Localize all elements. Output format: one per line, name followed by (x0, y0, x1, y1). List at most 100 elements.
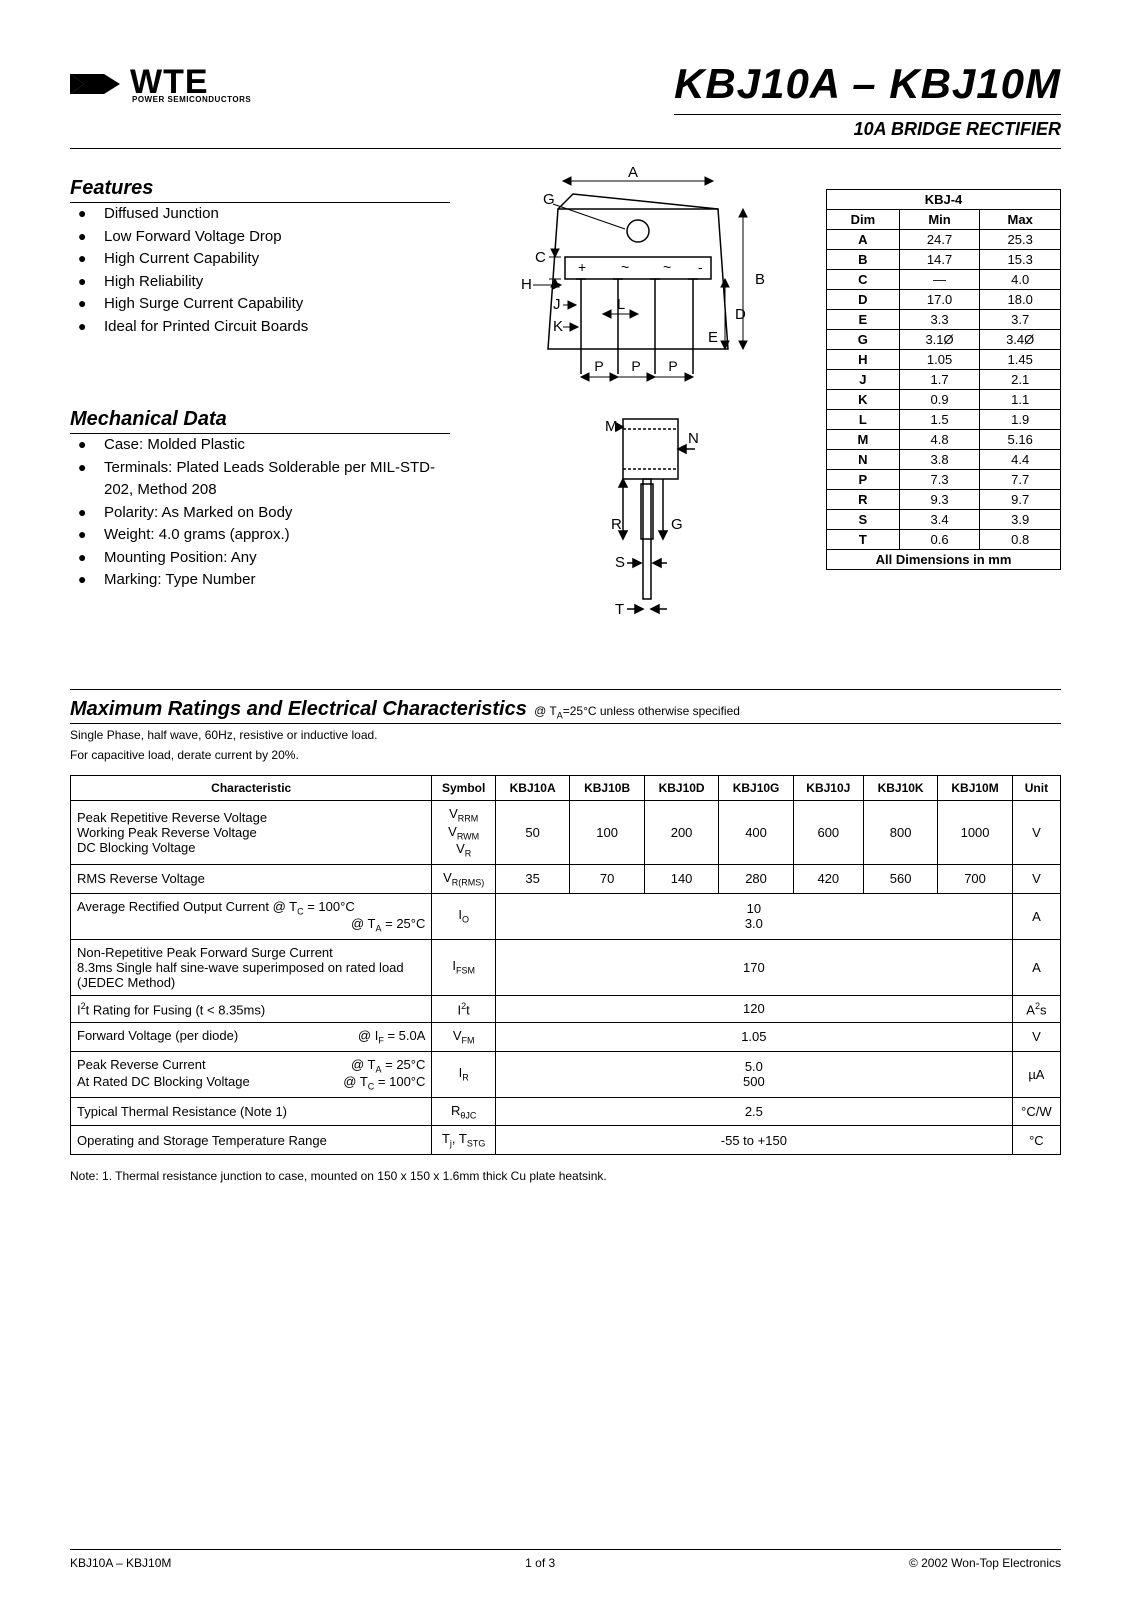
dim-table-cell: 3.4Ø (980, 330, 1061, 350)
char-cell-value: 600 (793, 801, 863, 865)
feature-item: Ideal for Printed Circuit Boards (78, 316, 450, 339)
feature-item: High Current Capability (78, 248, 450, 271)
char-cell-value: 50 (495, 801, 569, 865)
dim-table-cell: 24.7 (899, 230, 980, 250)
mechanical-item: Marking: Type Number (78, 569, 450, 592)
dim-table-cell: A (827, 230, 900, 250)
svg-text:P: P (668, 358, 677, 374)
max-ratings-heading: Maximum Ratings and Electrical Character… (70, 698, 527, 720)
mechanical-heading: Mechanical Data (70, 408, 450, 434)
char-cell-value: 170 (495, 939, 1012, 995)
char-cell-symbol: Tj, TSTG (432, 1126, 496, 1155)
char-cell-unit: µA (1012, 1051, 1060, 1097)
features-heading: Features (70, 177, 450, 203)
char-table-header: KBJ10G (719, 776, 793, 801)
footer-left: KBJ10A – KBJ10M (70, 1556, 171, 1570)
dim-table-cell: S (827, 510, 900, 530)
dim-table-cell: 17.0 (899, 290, 980, 310)
dim-table-cell: 18.0 (980, 290, 1061, 310)
char-cell-symbol: IR (432, 1051, 496, 1097)
char-cell-unit: A2s (1012, 995, 1060, 1022)
char-cell-unit: V (1012, 801, 1060, 865)
char-cell-symbol: IFSM (432, 939, 496, 995)
svg-text:S: S (615, 554, 625, 571)
dim-table-cell: K (827, 390, 900, 410)
dim-table-cell: C (827, 270, 900, 290)
dim-table-cell: B (827, 250, 900, 270)
char-cell-value: 560 (863, 864, 937, 893)
dim-table-header: Dim (827, 210, 900, 230)
mechanical-item: Weight: 4.0 grams (approx.) (78, 524, 450, 547)
dim-table-cell: 1.7 (899, 370, 980, 390)
dim-table-cell: 0.8 (980, 530, 1061, 550)
dim-table-cell: 4.0 (980, 270, 1061, 290)
title-rule (674, 114, 1061, 115)
feature-item: Diffused Junction (78, 203, 450, 226)
dim-table-cell: 14.7 (899, 250, 980, 270)
dim-table-cell: 3.9 (980, 510, 1061, 530)
dim-table-cell: 0.9 (899, 390, 980, 410)
dim-table-cell: 9.3 (899, 490, 980, 510)
char-cell-value: 800 (863, 801, 937, 865)
char-cell-value: 103.0 (495, 893, 1012, 939)
char-cell-symbol: VR(RMS) (432, 864, 496, 893)
char-table-header: KBJ10J (793, 776, 863, 801)
dim-table-cell: 3.7 (980, 310, 1061, 330)
char-cell-symbol: RθJC (432, 1097, 496, 1126)
title-block: KBJ10A – KBJ10M 10A BRIDGE RECTIFIER (674, 60, 1061, 140)
char-cell-value: 200 (644, 801, 718, 865)
dim-table-cell: M (827, 430, 900, 450)
dim-table-cell: 1.5 (899, 410, 980, 430)
logo-icon (70, 60, 130, 108)
max-ratings-sub1: Single Phase, half wave, 60Hz, resistive… (70, 728, 1061, 744)
svg-text:K: K (553, 318, 563, 335)
char-cell-characteristic: Peak Reverse Current@ TA = 25°CAt Rated … (71, 1051, 432, 1097)
dim-table-cell: G (827, 330, 900, 350)
char-cell-characteristic: Typical Thermal Resistance (Note 1) (71, 1097, 432, 1126)
dim-table-cell: 7.3 (899, 470, 980, 490)
dim-table-cell: 3.1Ø (899, 330, 980, 350)
char-cell-value: 700 (938, 864, 1012, 893)
char-cell-unit: °C/W (1012, 1097, 1060, 1126)
header: WTE POWER SEMICONDUCTORS KBJ10A – KBJ10M… (70, 60, 1061, 140)
note-1: Note: 1. Thermal resistance junction to … (70, 1169, 1061, 1183)
dim-table-cell: 2.1 (980, 370, 1061, 390)
dim-table-cell: 25.3 (980, 230, 1061, 250)
dim-table-cell: 1.45 (980, 350, 1061, 370)
dim-table-caption: KBJ-4 (827, 190, 1061, 210)
char-table-header: KBJ10M (938, 776, 1012, 801)
char-cell-value: 420 (793, 864, 863, 893)
mid-section: Features Diffused JunctionLow Forward Vo… (70, 159, 1061, 649)
dim-table-cell: R (827, 490, 900, 510)
logo-text: WTE (130, 65, 251, 99)
svg-text:T: T (615, 601, 624, 618)
char-cell-characteristic: Forward Voltage (per diode)@ IF = 5.0A (71, 1023, 432, 1052)
char-cell-characteristic: Average Rectified Output Current @ TC = … (71, 893, 432, 939)
max-ratings-condition: @ TA=25°C unless otherwise specified (531, 704, 740, 718)
char-cell-characteristic: Peak Repetitive Reverse VoltageWorking P… (71, 801, 432, 865)
footer-center: 1 of 3 (525, 1556, 555, 1570)
svg-text:~: ~ (621, 259, 629, 275)
svg-text:G: G (543, 191, 555, 208)
char-table-header: Symbol (432, 776, 496, 801)
char-cell-value: 1.05 (495, 1023, 1012, 1052)
dim-table-cell: 1.9 (980, 410, 1061, 430)
char-cell-value: 140 (644, 864, 718, 893)
logo-tagline: POWER SEMICONDUCTORS (132, 95, 251, 104)
dim-table-header: Min (899, 210, 980, 230)
product-title: KBJ10A – KBJ10M (674, 60, 1061, 108)
svg-text:L: L (617, 296, 625, 313)
footer-right: © 2002 Won-Top Electronics (909, 1556, 1061, 1570)
char-cell-unit: A (1012, 939, 1060, 995)
feature-item: Low Forward Voltage Drop (78, 226, 450, 249)
mechanical-item: Mounting Position: Any (78, 547, 450, 570)
characteristics-table: CharacteristicSymbolKBJ10AKBJ10BKBJ10DKB… (70, 775, 1061, 1155)
left-column: Features Diffused JunctionLow Forward Vo… (70, 159, 450, 649)
char-table-header: Characteristic (71, 776, 432, 801)
dim-table-cell: P (827, 470, 900, 490)
svg-text:+: + (578, 259, 586, 275)
char-cell-symbol: VRRMVRWMVR (432, 801, 496, 865)
svg-text:D: D (735, 306, 746, 323)
dim-table-header: Max (980, 210, 1061, 230)
char-cell-symbol: IO (432, 893, 496, 939)
